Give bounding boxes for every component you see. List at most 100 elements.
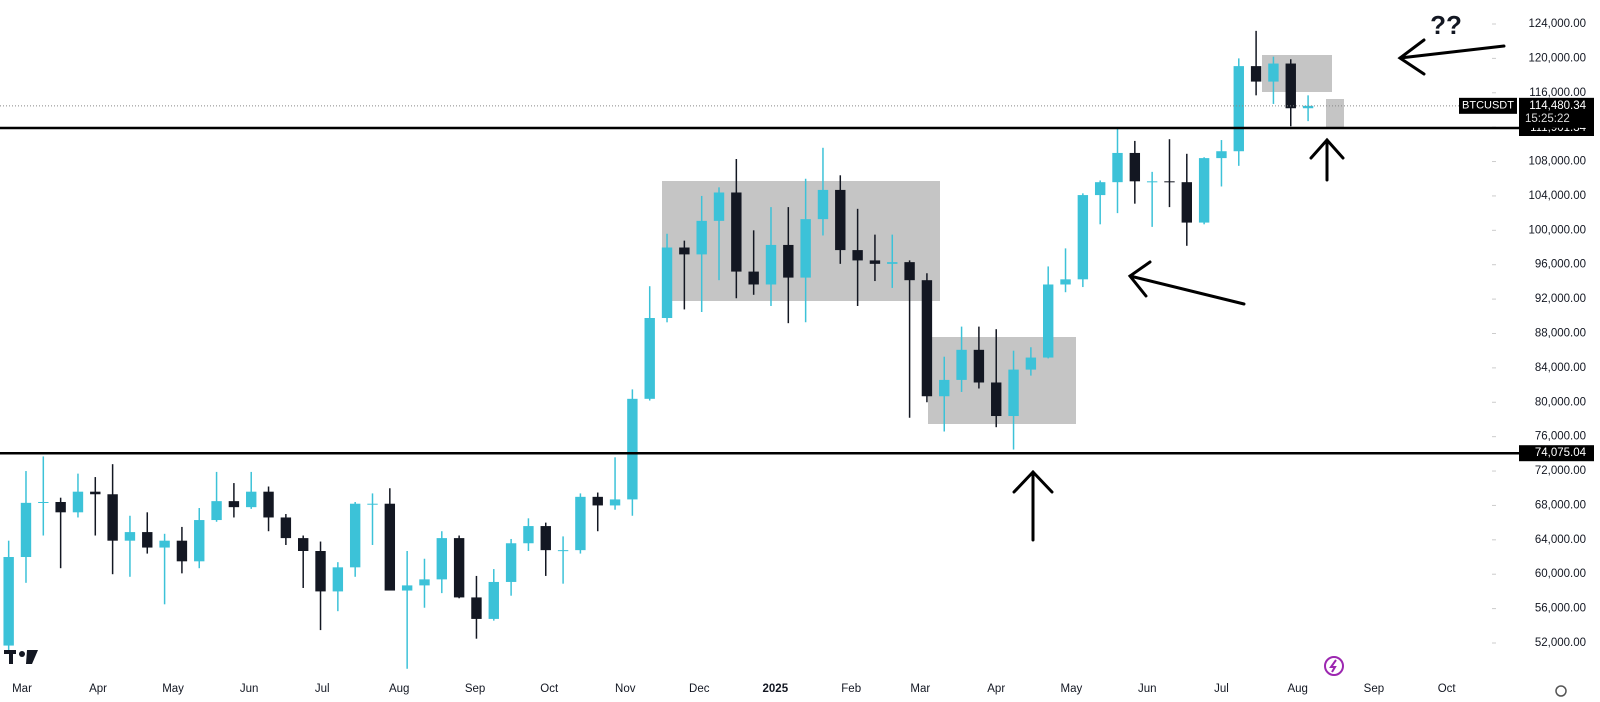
candle-body bbox=[713, 192, 725, 221]
candle-body bbox=[1181, 182, 1192, 223]
candle-body bbox=[349, 503, 361, 568]
candle-body bbox=[696, 220, 707, 255]
candle-body bbox=[367, 503, 378, 505]
candle-body bbox=[488, 581, 499, 619]
candle-body bbox=[436, 538, 447, 580]
y-tick-label: 76,000.00 bbox=[1535, 431, 1586, 443]
arrows bbox=[1012, 38, 1506, 542]
candle-body bbox=[1008, 369, 1019, 417]
candle-body bbox=[679, 247, 690, 255]
logo-part bbox=[19, 651, 25, 657]
candle-body bbox=[453, 538, 465, 598]
candle-body bbox=[1198, 158, 1210, 223]
candle-body bbox=[419, 579, 430, 586]
candle-body bbox=[263, 491, 274, 518]
alert-icon-bolt bbox=[1329, 659, 1337, 673]
candle-body bbox=[592, 496, 603, 506]
candle-body bbox=[332, 567, 344, 592]
y-tick-label: 108,000.00 bbox=[1528, 156, 1586, 168]
candle-body bbox=[1060, 279, 1071, 285]
arrow bbox=[1012, 469, 1054, 542]
candles bbox=[3, 30, 1314, 669]
logo-part bbox=[26, 650, 38, 664]
candle-body bbox=[661, 247, 673, 319]
alert-icon[interactable] bbox=[1324, 656, 1344, 676]
x-tick-label: Oct bbox=[1438, 683, 1457, 695]
x-tick-label: May bbox=[1061, 683, 1083, 695]
x-tick-label: Mar bbox=[12, 683, 32, 695]
candle-body bbox=[1043, 284, 1054, 358]
candle-body bbox=[800, 219, 811, 278]
candle-body bbox=[852, 250, 863, 261]
candle-body bbox=[1112, 152, 1123, 183]
candle-body bbox=[194, 520, 205, 562]
annotation: ?? bbox=[1430, 10, 1462, 40]
candle-body bbox=[142, 532, 153, 548]
candle-body bbox=[280, 517, 292, 539]
candle-body bbox=[904, 262, 915, 281]
x-tick-label: Jul bbox=[1214, 683, 1229, 695]
candle-body bbox=[55, 501, 66, 513]
candle-body bbox=[384, 503, 396, 591]
candle-body bbox=[783, 244, 794, 278]
y-tick-label: 80,000.00 bbox=[1535, 396, 1586, 408]
x-tick-label: Apr bbox=[987, 683, 1005, 695]
x-tick-label: Nov bbox=[615, 683, 636, 695]
candle-body bbox=[1250, 66, 1262, 82]
x-tick-label: Aug bbox=[389, 683, 409, 695]
candle-body bbox=[3, 557, 14, 646]
candle-body bbox=[315, 551, 326, 592]
candle-body bbox=[1077, 195, 1089, 280]
last-price-label: 114,480.34 bbox=[1529, 100, 1586, 112]
candle-body bbox=[159, 540, 170, 548]
candle-body bbox=[540, 526, 551, 551]
candle-body bbox=[246, 491, 257, 508]
candle-body bbox=[505, 543, 517, 582]
x-tick-label: Sep bbox=[1364, 683, 1384, 695]
candle-body bbox=[765, 244, 777, 285]
x-tick-label: Jun bbox=[240, 683, 259, 695]
x-tick-label: Sep bbox=[465, 683, 485, 695]
x-tick-label: Feb bbox=[841, 683, 861, 695]
y-tick-label: 60,000.00 bbox=[1535, 568, 1586, 580]
candle-body bbox=[557, 550, 569, 552]
candle-body bbox=[228, 501, 240, 508]
candle-body bbox=[1302, 105, 1314, 109]
y-tick-label: 96,000.00 bbox=[1535, 259, 1586, 271]
range-box bbox=[1326, 99, 1344, 128]
candle-body bbox=[211, 501, 222, 521]
last-price-box bbox=[1519, 97, 1594, 128]
arrow bbox=[1309, 137, 1345, 182]
x-tick-label: Mar bbox=[910, 683, 930, 695]
candle-body bbox=[869, 260, 881, 264]
settings-icon[interactable] bbox=[1555, 685, 1567, 697]
candle-body bbox=[1285, 63, 1296, 109]
candle-body bbox=[817, 189, 829, 220]
candle-body bbox=[731, 192, 742, 272]
x-tick-label: Aug bbox=[1287, 683, 1307, 695]
logo-part bbox=[9, 650, 13, 664]
range-box bbox=[928, 337, 1076, 424]
candle-body bbox=[956, 349, 967, 380]
candle-body bbox=[107, 494, 118, 541]
arrow bbox=[1127, 260, 1246, 306]
symbol-label: BTCUSDT bbox=[1462, 100, 1514, 112]
y-tick-label: 100,000.00 bbox=[1528, 224, 1586, 236]
candle-body bbox=[471, 597, 482, 619]
y-tick-label: 72,000.00 bbox=[1535, 465, 1586, 477]
y-tick-label: 64,000.00 bbox=[1535, 534, 1586, 546]
price-label-box bbox=[1519, 445, 1594, 462]
candle-body bbox=[973, 349, 985, 383]
candle-body bbox=[835, 189, 846, 251]
candle-body bbox=[523, 526, 534, 544]
candle-body bbox=[72, 491, 84, 513]
y-tick-label: 88,000.00 bbox=[1535, 328, 1586, 340]
candle-body bbox=[1233, 66, 1244, 152]
x-tick-label: Jun bbox=[1138, 683, 1157, 695]
y-tick-label: 104,000.00 bbox=[1528, 190, 1586, 202]
candle-body bbox=[38, 501, 49, 503]
candle-body bbox=[627, 398, 638, 500]
candle-body bbox=[401, 585, 413, 591]
candle-body bbox=[609, 499, 621, 506]
candle-body bbox=[1216, 151, 1227, 159]
